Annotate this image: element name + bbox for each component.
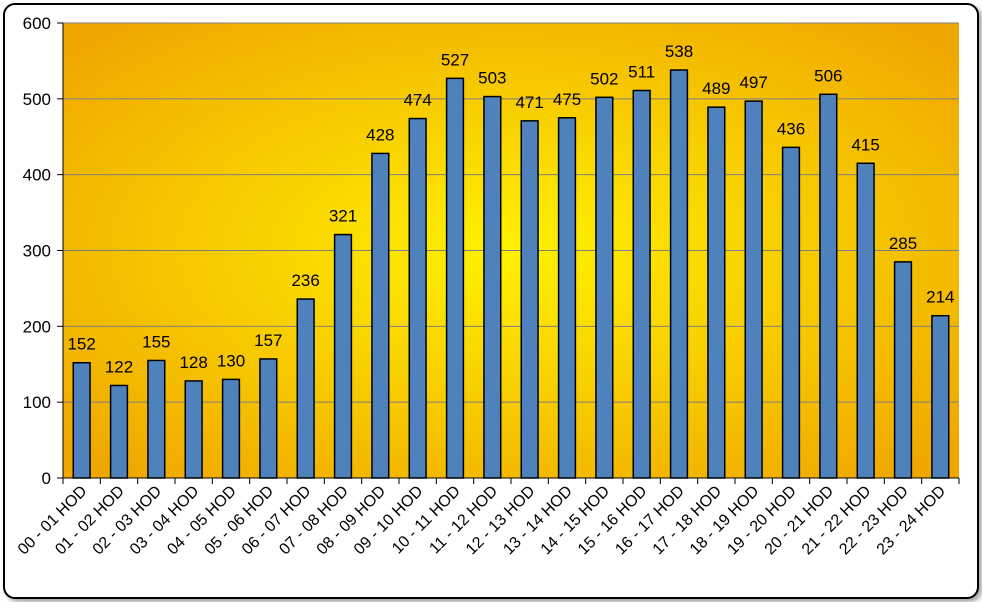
y-tick-label: 600	[23, 14, 51, 33]
bars-group	[72, 69, 950, 479]
y-tick-label: 400	[23, 166, 51, 185]
bar-11	[483, 95, 502, 479]
data-label: 155	[142, 332, 170, 351]
data-label: 502	[590, 69, 618, 88]
data-labels-group: 152 122 155 128 130 157 236 321 428 474 527 503 471 4…	[67, 42, 954, 376]
data-label: 474	[403, 91, 431, 110]
y-tick-label: 500	[23, 90, 51, 109]
bar-15	[632, 89, 651, 479]
y-tick-label: 100	[23, 393, 51, 412]
bar-17	[707, 106, 726, 479]
data-label: 538	[665, 42, 693, 61]
data-label: 511	[628, 62, 655, 81]
bar-19	[781, 146, 801, 479]
data-label: 130	[217, 351, 245, 370]
bar-7	[333, 233, 353, 479]
data-label: 157	[254, 331, 282, 350]
bar-22	[893, 261, 913, 479]
bar-5	[259, 358, 278, 479]
data-label: 415	[851, 135, 879, 154]
bar-12	[520, 120, 539, 479]
data-label: 285	[889, 234, 917, 253]
data-label: 236	[291, 271, 319, 290]
data-label: 497	[739, 73, 767, 92]
data-label: 122	[105, 357, 133, 376]
bar-13	[557, 117, 577, 479]
data-label: 506	[814, 66, 842, 85]
y-tick-label: 200	[23, 317, 51, 336]
data-label: 436	[777, 119, 805, 138]
bar-9	[408, 117, 427, 479]
data-label: 214	[926, 288, 954, 307]
bar-23	[931, 314, 950, 479]
data-label: 428	[366, 125, 394, 144]
y-axis: 0 100 200 300 400 500 600	[23, 14, 64, 488]
data-label: 527	[441, 50, 469, 69]
data-label: 489	[702, 79, 730, 98]
bar-14	[595, 96, 614, 479]
data-label: 152	[67, 335, 95, 354]
bar-1	[109, 384, 129, 479]
bar-0	[72, 361, 91, 479]
data-label: 128	[179, 353, 207, 372]
bar-6	[296, 298, 315, 479]
data-label: 321	[329, 207, 357, 226]
bar-20	[819, 93, 838, 479]
gridlines	[63, 22, 959, 479]
bar-8	[371, 152, 390, 479]
data-label: 471	[515, 93, 543, 112]
bar-18	[744, 100, 763, 479]
bar-2	[147, 359, 166, 479]
bar-21	[856, 162, 875, 479]
data-label: 475	[553, 90, 581, 109]
data-label: 503	[478, 69, 506, 88]
bar-10	[445, 77, 465, 479]
y-tick-label: 0	[42, 469, 51, 488]
y-tick-label: 300	[23, 242, 51, 261]
bar-3	[184, 380, 203, 479]
bar-4	[221, 378, 241, 479]
bar-16	[669, 69, 689, 479]
